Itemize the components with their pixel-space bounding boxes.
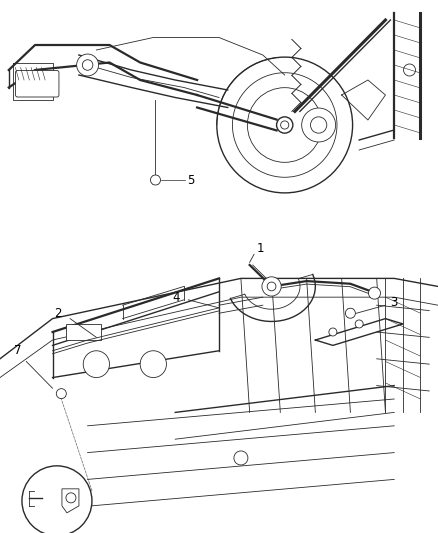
Circle shape xyxy=(403,64,416,76)
Circle shape xyxy=(302,108,336,142)
Ellipse shape xyxy=(140,351,166,377)
Circle shape xyxy=(329,328,337,336)
Circle shape xyxy=(151,175,160,185)
Polygon shape xyxy=(62,489,79,513)
Text: 4: 4 xyxy=(172,290,180,304)
Circle shape xyxy=(77,54,99,76)
Ellipse shape xyxy=(83,351,110,377)
Circle shape xyxy=(22,466,92,533)
Circle shape xyxy=(66,493,76,503)
Circle shape xyxy=(276,117,293,133)
Circle shape xyxy=(311,117,327,133)
Circle shape xyxy=(82,60,93,70)
Circle shape xyxy=(233,72,337,177)
Text: 3: 3 xyxy=(390,296,397,309)
Circle shape xyxy=(355,320,363,328)
Circle shape xyxy=(247,87,322,163)
FancyBboxPatch shape xyxy=(15,70,59,97)
Circle shape xyxy=(262,277,281,296)
Circle shape xyxy=(267,282,276,291)
Text: 2: 2 xyxy=(54,306,61,320)
Circle shape xyxy=(346,308,355,318)
Text: 5: 5 xyxy=(187,174,195,187)
Circle shape xyxy=(234,451,248,465)
Text: 7: 7 xyxy=(14,344,21,357)
Circle shape xyxy=(281,121,289,129)
Text: 1: 1 xyxy=(256,243,264,255)
Circle shape xyxy=(57,389,66,399)
Bar xyxy=(66,324,101,340)
Circle shape xyxy=(368,287,381,299)
Circle shape xyxy=(217,57,353,193)
